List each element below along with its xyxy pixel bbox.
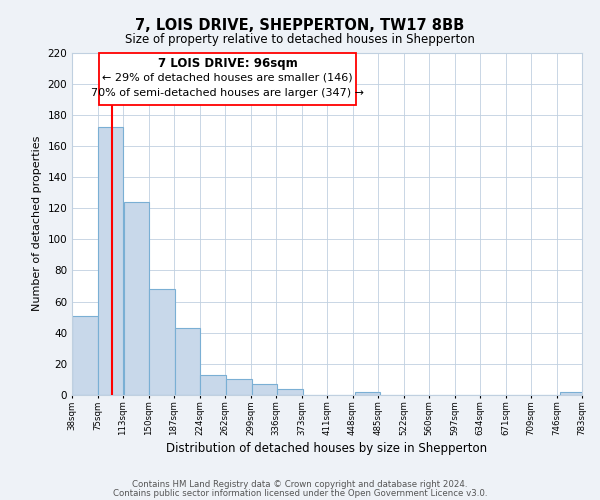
Text: ← 29% of detached houses are smaller (146): ← 29% of detached houses are smaller (14…: [102, 72, 353, 83]
Text: 7 LOIS DRIVE: 96sqm: 7 LOIS DRIVE: 96sqm: [158, 57, 297, 70]
Bar: [355, 392, 380, 395]
Text: Contains HM Land Registry data © Crown copyright and database right 2024.: Contains HM Land Registry data © Crown c…: [132, 480, 468, 489]
Bar: [252, 384, 277, 395]
Y-axis label: Number of detached properties: Number of detached properties: [32, 136, 42, 312]
Bar: [97, 127, 123, 395]
X-axis label: Distribution of detached houses by size in Shepperton: Distribution of detached houses by size …: [166, 442, 488, 456]
Bar: [149, 289, 175, 395]
Bar: [277, 389, 303, 395]
Bar: [72, 316, 97, 395]
Bar: [226, 380, 252, 395]
Bar: [560, 392, 586, 395]
Bar: [124, 202, 149, 395]
Text: 70% of semi-detached houses are larger (347) →: 70% of semi-detached houses are larger (…: [91, 88, 364, 99]
Text: Size of property relative to detached houses in Shepperton: Size of property relative to detached ho…: [125, 32, 475, 46]
Bar: [175, 328, 200, 395]
Text: Contains public sector information licensed under the Open Government Licence v3: Contains public sector information licen…: [113, 488, 487, 498]
Bar: [200, 375, 226, 395]
FancyBboxPatch shape: [99, 52, 356, 106]
Text: 7, LOIS DRIVE, SHEPPERTON, TW17 8BB: 7, LOIS DRIVE, SHEPPERTON, TW17 8BB: [136, 18, 464, 32]
